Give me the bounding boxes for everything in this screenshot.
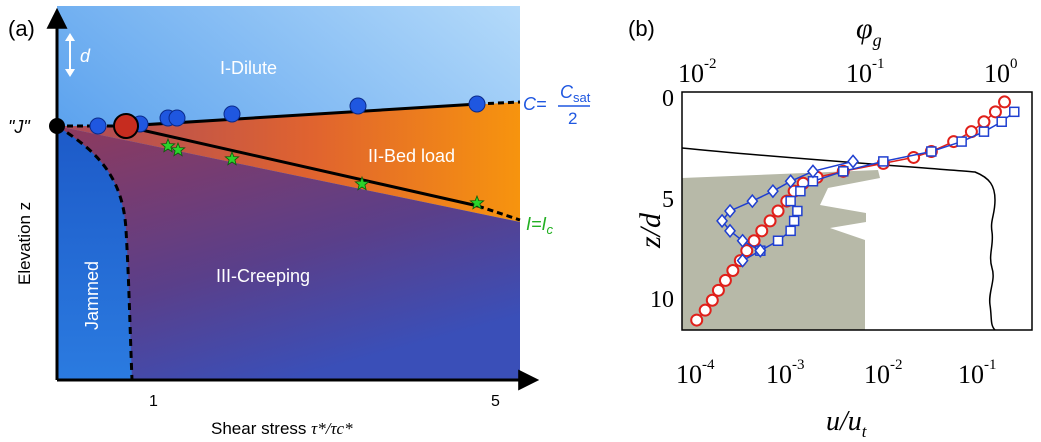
region-creeping-label: III-Creeping — [216, 266, 310, 286]
circle-marker — [691, 315, 702, 326]
square-marker — [790, 216, 799, 225]
left-ticks: 0 5 10 — [650, 86, 674, 313]
point-j — [49, 118, 65, 134]
circle-marker — [978, 116, 989, 127]
line-c-frac-num: Csat — [560, 82, 591, 105]
xtick-1: 1 — [149, 393, 158, 410]
panel-b: (b) φg 10-2 10-1 100 0 5 10 z/d 10-4 10-… — [628, 12, 1032, 441]
circle-marker — [727, 265, 738, 276]
line-i-label: I=Ic — [526, 214, 554, 237]
left-tick-5: 5 — [662, 187, 674, 213]
top-tick-2: 10-1 — [846, 56, 885, 88]
square-marker — [957, 137, 966, 146]
bottom-tick-3: 10-2 — [864, 357, 903, 389]
region-bedload-label: II-Bed load — [368, 146, 455, 166]
panel-b-label: (b) — [628, 16, 655, 41]
circle-marker — [999, 96, 1010, 107]
region-jammed-label: Jammed — [82, 261, 102, 330]
blue-marker — [224, 106, 240, 122]
diamond-marker — [848, 155, 858, 167]
square-marker — [774, 236, 783, 245]
bottom-tick-2: 10-3 — [766, 357, 805, 389]
top-tick-3: 100 — [984, 56, 1018, 88]
y-axis-label-a: Elevation z — [15, 202, 34, 285]
d-scale-label: d — [80, 46, 91, 66]
left-axis-label: z/d — [634, 212, 667, 249]
line-c-label: C= Csat 2 — [523, 82, 591, 128]
panel-a-label: (a) — [8, 16, 35, 41]
square-marker — [786, 226, 795, 235]
square-marker — [793, 207, 802, 216]
bottom-axis-label: u/ut — [826, 406, 868, 441]
square-marker — [786, 197, 795, 206]
bottom-tick-4: 10-1 — [958, 357, 997, 389]
bottom-tick-1: 10-4 — [676, 357, 715, 389]
blue-marker — [90, 118, 106, 134]
square-marker — [879, 157, 888, 166]
top-tick-1: 10-2 — [678, 56, 717, 88]
square-marker — [979, 127, 988, 136]
circle-marker — [773, 206, 784, 217]
circle-marker — [700, 305, 711, 316]
square-marker — [1010, 107, 1019, 116]
blue-marker — [350, 98, 366, 114]
square-marker — [839, 167, 848, 176]
blue-marker — [169, 110, 185, 126]
circle-marker — [707, 295, 718, 306]
region-dilute-label: I-Dilute — [220, 58, 277, 78]
line-c-label-left: C= — [523, 94, 547, 114]
square-marker — [796, 187, 805, 196]
line-c-frac-den: 2 — [568, 109, 577, 128]
left-tick-10: 10 — [650, 287, 674, 313]
top-ticks: 10-2 10-1 100 — [678, 56, 1018, 88]
circle-marker — [765, 215, 776, 226]
left-tick-0: 0 — [662, 86, 674, 112]
xtick-5: 5 — [491, 393, 500, 410]
bottom-ticks: 10-4 10-3 10-2 10-1 — [676, 357, 997, 389]
square-marker — [997, 117, 1006, 126]
circle-marker — [720, 275, 731, 286]
top-axis-label: φg — [856, 12, 882, 50]
blue-marker — [469, 96, 485, 112]
circle-marker — [990, 106, 1001, 117]
panel-a: (a) d I-Dilute II-Bed load III-Creeping … — [8, 6, 591, 438]
red-marker — [114, 114, 138, 138]
square-marker — [927, 147, 936, 156]
circle-marker — [756, 225, 767, 236]
point-j-label: "J" — [8, 117, 31, 137]
x-axis-label-a: Shear stress τ*/τc* — [211, 419, 353, 438]
